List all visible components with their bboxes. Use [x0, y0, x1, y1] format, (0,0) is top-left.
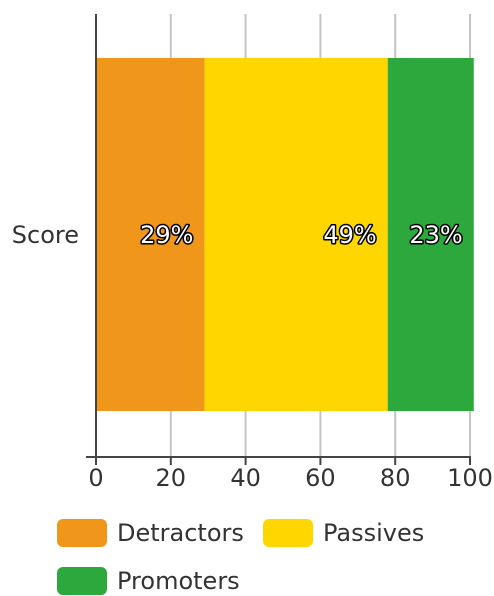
- data-label-detractors: 29%: [140, 221, 193, 249]
- data-labels: 29% 49% 23%: [139, 220, 465, 251]
- legend-item-promoters[interactable]: Promoters: [57, 566, 240, 596]
- x-tick-label-40: 40: [230, 464, 261, 492]
- bar-segment-detractors[interactable]: [96, 58, 205, 411]
- bars: [96, 58, 474, 411]
- bar-segment-promoters[interactable]: [387, 58, 474, 411]
- data-label-promoters: 23%: [409, 221, 462, 249]
- legend-swatch-detractors: [57, 519, 107, 547]
- legend-label-passives: Passives: [323, 519, 425, 547]
- bar-segment-passives[interactable]: [204, 58, 388, 411]
- axes: [86, 14, 471, 465]
- x-tick-label-80: 80: [380, 464, 411, 492]
- legend-label-promoters: Promoters: [117, 567, 240, 595]
- legend-swatch-promoters: [57, 567, 107, 595]
- category-label-score: Score: [12, 221, 79, 249]
- x-tick-label-60: 60: [305, 464, 336, 492]
- legend-label-detractors: Detractors: [117, 519, 244, 547]
- x-tick-label-20: 20: [156, 464, 187, 492]
- x-tick-label-0: 0: [88, 464, 103, 492]
- stacked-bar-chart: 0 20 40 60 80 100 29% 49% 23% Score: [12, 14, 493, 492]
- legend-item-detractors[interactable]: Detractors: [57, 518, 244, 548]
- data-label-passives: 49%: [323, 221, 376, 249]
- x-tick-labels: 0 20 40 60 80 100: [88, 464, 493, 492]
- x-tick-label-100: 100: [447, 464, 493, 492]
- legend-item-passives[interactable]: Passives: [263, 518, 424, 548]
- legend-swatch-passives: [263, 519, 313, 547]
